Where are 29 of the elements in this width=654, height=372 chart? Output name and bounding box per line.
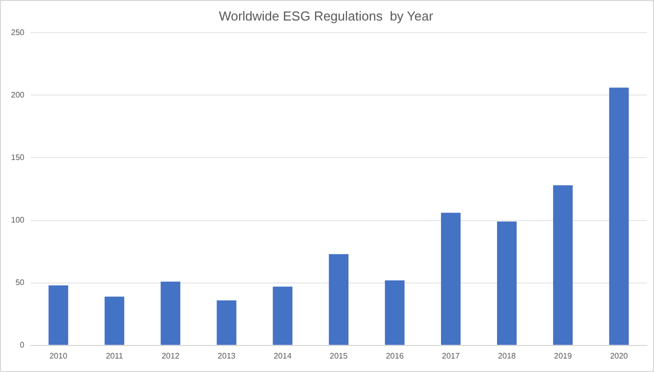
x-tick-label: 2019	[554, 351, 572, 360]
x-tick-label: 2020	[610, 351, 628, 360]
y-tick-label: 0	[20, 340, 25, 350]
x-tick-label: 2018	[498, 351, 516, 360]
y-tick-label: 250	[10, 28, 25, 37]
x-tick-label: 2013	[218, 351, 236, 360]
y-tick-label: 150	[10, 152, 25, 162]
x-tick-label: 2010	[49, 351, 68, 360]
y-tick-label: 100	[10, 215, 25, 224]
bar	[609, 88, 629, 345]
bar	[440, 212, 461, 345]
bar	[497, 222, 517, 345]
x-tick-label: 2016	[386, 351, 404, 360]
x-tick-label: 2015	[330, 351, 348, 360]
bar	[48, 285, 68, 345]
y-tick-label: 50	[15, 278, 25, 288]
bar	[384, 280, 405, 345]
bar	[104, 296, 124, 345]
bar	[553, 185, 573, 345]
x-tick-label: 2017	[442, 351, 460, 360]
x-tick-label: 2012	[162, 351, 180, 360]
chart-title: Worldwide ESG Regulations by Year	[218, 8, 434, 24]
bar	[328, 254, 348, 345]
x-tick-label: 2011	[106, 351, 124, 360]
bar	[160, 282, 180, 345]
bar	[272, 286, 292, 345]
bar	[216, 300, 236, 345]
x-tick-label: 2014	[274, 351, 292, 360]
y-tick-label: 200	[10, 90, 25, 100]
